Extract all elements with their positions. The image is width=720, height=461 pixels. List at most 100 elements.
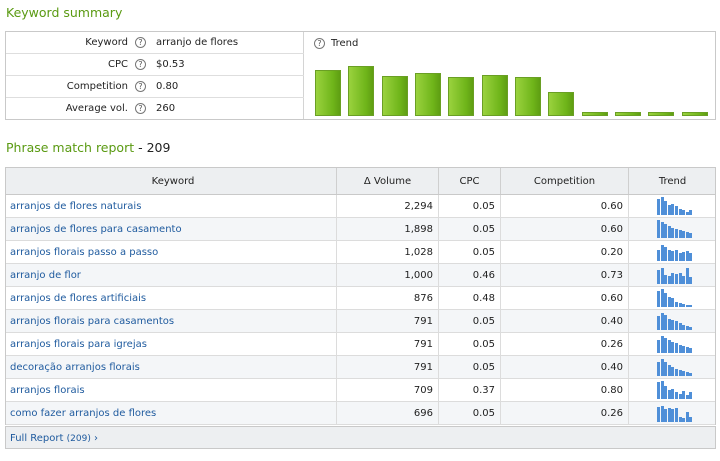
- sparkline-bar: [667, 390, 671, 399]
- summary-value-average-volume: 260: [156, 103, 176, 114]
- trend-bar: [648, 112, 675, 116]
- table-row: arranjos florais para igrejas 791 0.05 0.26: [6, 333, 715, 356]
- trend-bar: [348, 66, 375, 116]
- trend-cell: [629, 287, 716, 309]
- sparkline-bar: [657, 382, 660, 399]
- sparkline-bar: [671, 320, 675, 330]
- keyword-link[interactable]: arranjos florais passo a passo: [10, 247, 159, 258]
- cpc-cell: 0.05: [439, 333, 501, 355]
- competition-cell: 0.73: [501, 264, 629, 286]
- sparkline-bar: [675, 274, 678, 284]
- trend-bar: [515, 77, 541, 116]
- trend-label: Trend: [331, 38, 359, 49]
- trend-bar: [481, 75, 508, 116]
- keyword-cell: arranjos florais: [6, 379, 337, 401]
- keyword-link[interactable]: arranjo de flor: [10, 270, 81, 281]
- sparkline-bar: [657, 407, 660, 422]
- sparkline-bar: [660, 406, 664, 422]
- keyword-link[interactable]: como fazer arranjos de flores: [10, 408, 157, 419]
- help-icon[interactable]: ?: [135, 103, 146, 114]
- sparkline-bar: [682, 346, 686, 353]
- sparkline-bar: [657, 220, 660, 238]
- trend-sparkline: [657, 197, 693, 215]
- volume-cell: 791: [337, 333, 439, 355]
- keyword-cell: decoração arranjos florais: [6, 356, 337, 378]
- keyword-link[interactable]: arranjos florais para casamentos: [10, 316, 175, 327]
- sparkline-bar: [660, 222, 664, 238]
- sparkline-bar: [664, 293, 668, 307]
- sparkline-bar: [660, 313, 664, 330]
- sparkline-bar: [689, 233, 693, 238]
- trend-bar: [315, 70, 341, 116]
- sparkline-bar: [664, 224, 668, 238]
- summary-value-keyword: arranjo de flores: [156, 37, 239, 48]
- summary-value-cpc: $0.53: [156, 59, 185, 70]
- competition-cell: 0.60: [501, 287, 629, 309]
- sparkline-bar: [675, 302, 678, 307]
- sparkline-bar: [660, 245, 664, 261]
- sparkline-bar: [667, 276, 671, 284]
- column-header-cpc[interactable]: CPC: [439, 168, 501, 194]
- keyword-summary-fields: Keyword ? arranjo de flores CPC ? $0.53 …: [6, 32, 304, 119]
- trend-sparkline: [657, 243, 693, 261]
- keyword-cell: arranjos florais para igrejas: [6, 333, 337, 355]
- column-header-competition[interactable]: Competition: [501, 168, 629, 194]
- sparkline-bar: [664, 275, 668, 284]
- volume-cell: 1,028: [337, 241, 439, 263]
- volume-cell: 876: [337, 287, 439, 309]
- help-icon[interactable]: ?: [135, 81, 146, 92]
- sparkline-bar: [664, 386, 668, 399]
- sparkline-bar: [671, 409, 675, 422]
- keyword-link[interactable]: arranjos de flores artificiais: [10, 293, 147, 304]
- volume-cell: 2,294: [337, 195, 439, 217]
- trend-sparkline: [657, 220, 693, 238]
- sparkline-bar: [675, 369, 678, 376]
- column-header-volume[interactable]: Δ Volume: [337, 168, 439, 194]
- sparkline-bar: [685, 251, 689, 261]
- summary-value-competition: 0.80: [156, 81, 179, 92]
- phrase-match-table: Keyword Δ Volume CPC Competition Trend a…: [5, 167, 716, 425]
- keyword-link[interactable]: arranjos florais: [10, 385, 85, 396]
- full-report-link[interactable]: Full Report (209) ›: [10, 433, 98, 444]
- keyword-link[interactable]: arranjos de flores para casamento: [10, 224, 182, 235]
- trend-cell: [629, 402, 716, 424]
- sparkline-bar: [678, 253, 682, 261]
- trend-bar: [448, 77, 475, 116]
- help-icon[interactable]: ?: [135, 37, 146, 48]
- sparkline-bar: [682, 304, 686, 307]
- trend-sparkline: [657, 312, 693, 330]
- volume-cell: 1,000: [337, 264, 439, 286]
- sparkline-bar: [660, 268, 664, 284]
- keyword-cell: arranjos de flores artificiais: [6, 287, 337, 309]
- sparkline-bar: [678, 370, 682, 376]
- trend-sparkline: [657, 358, 693, 376]
- full-report-count: (209): [66, 434, 91, 444]
- help-icon[interactable]: ?: [135, 59, 146, 70]
- summary-row-competition: Competition ? 0.80: [6, 76, 304, 98]
- volume-cell: 791: [337, 310, 439, 332]
- sparkline-bar: [682, 276, 686, 284]
- sparkline-bar: [682, 325, 686, 330]
- competition-cell: 0.40: [501, 310, 629, 332]
- sparkline-bar: [682, 210, 686, 215]
- column-header-keyword[interactable]: Keyword: [6, 168, 337, 194]
- sparkline-bar: [667, 319, 671, 330]
- sparkline-bar: [682, 418, 686, 422]
- keyword-cell: arranjos de flores naturais: [6, 195, 337, 217]
- sparkline-bar: [678, 303, 682, 307]
- table-row: arranjos de flores para casamento 1,898 0.…: [6, 218, 715, 241]
- help-icon[interactable]: ?: [314, 38, 325, 49]
- trend-cell: [629, 333, 716, 355]
- table-row: arranjos florais para casamentos 791 0.05 0…: [6, 310, 715, 333]
- sparkline-bar: [675, 206, 678, 215]
- sparkline-bar: [678, 273, 682, 284]
- trend-bar: [581, 112, 608, 116]
- sparkline-bar: [675, 229, 678, 238]
- keyword-link[interactable]: decoração arranjos florais: [10, 362, 140, 373]
- sparkline-bar: [671, 228, 675, 238]
- competition-cell: 0.40: [501, 356, 629, 378]
- keyword-link[interactable]: arranjos de flores naturais: [10, 201, 142, 212]
- trend-bar-chart: [314, 60, 714, 116]
- keyword-link[interactable]: arranjos florais para igrejas: [10, 339, 147, 350]
- sparkline-bar: [657, 291, 660, 307]
